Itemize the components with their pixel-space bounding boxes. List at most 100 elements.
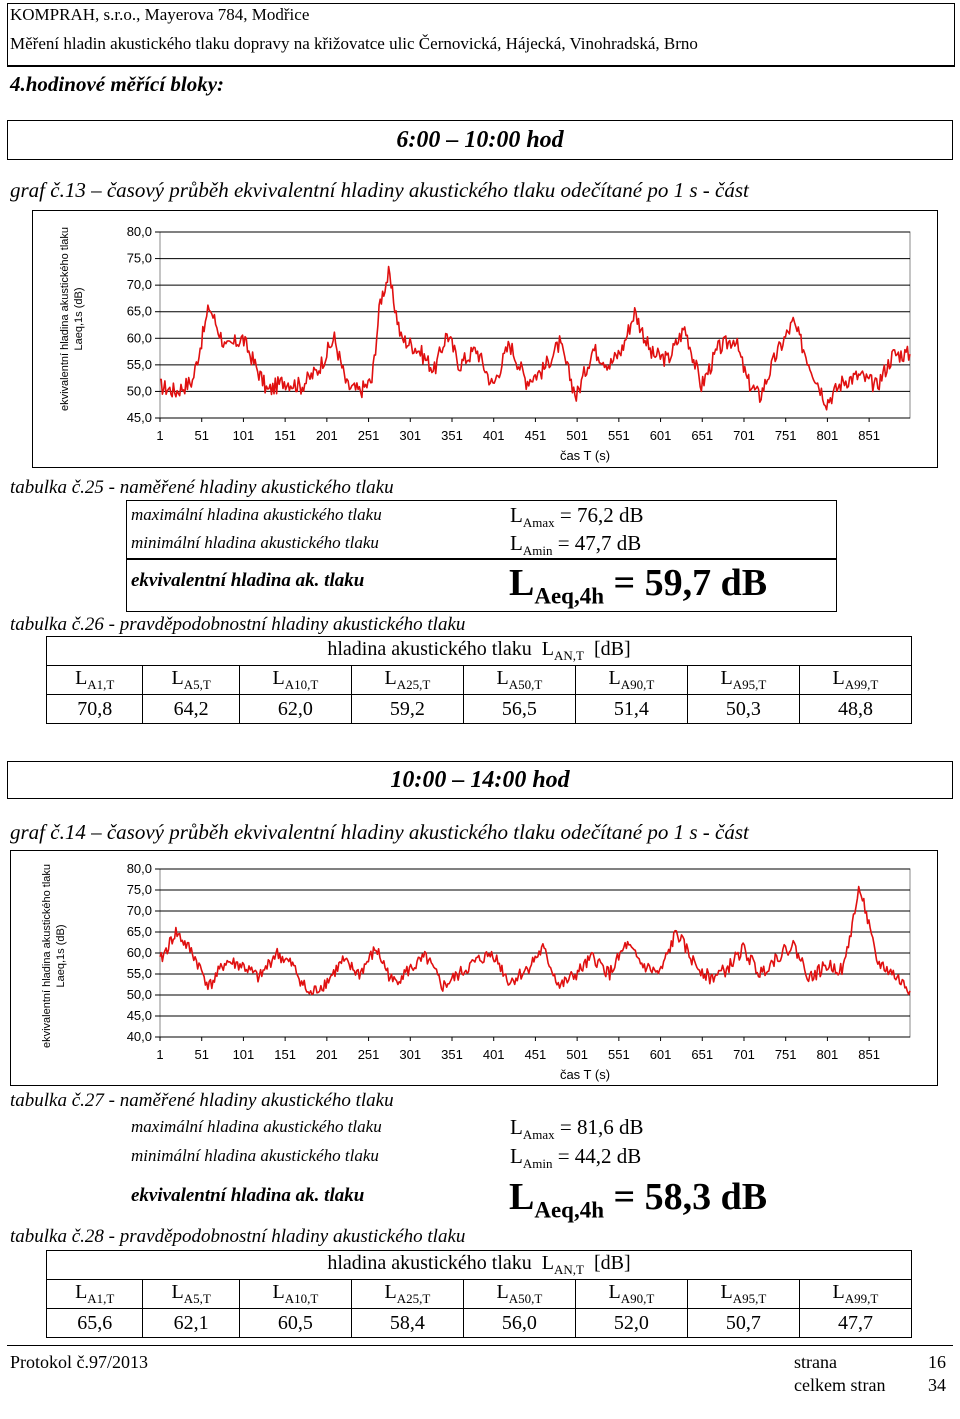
- total-pages-number: 34: [928, 1375, 946, 1395]
- prob-col-sub: A5,T: [183, 1291, 211, 1306]
- max-sub-1: Amax: [522, 515, 555, 531]
- prob-col-sub: A25,T: [396, 677, 431, 692]
- period-heading-2: 10:00 – 14:00 hod: [7, 761, 953, 799]
- prob-col-sub: A10,T: [284, 1291, 319, 1306]
- max-value-2: LAmax = 81,6 dB: [510, 1115, 643, 1143]
- x-tick-label: 701: [733, 1047, 755, 1062]
- prob-col-sub: A90,T: [620, 677, 655, 692]
- x-tick-label: 801: [817, 428, 839, 443]
- prob-header-unit-2: [dB]: [583, 1252, 631, 1274]
- y-tick-label: 55,0: [127, 357, 152, 372]
- prob-col-header: LA25,T: [350, 665, 464, 695]
- prob-header-text-1: hladina akustického tlaku L: [327, 638, 554, 660]
- prob-col-sub: A95,T: [732, 677, 767, 692]
- eq-number-2: = 58,3 dB: [604, 1176, 768, 1218]
- y-tick-label: 65,0: [127, 304, 152, 319]
- prob-col-sub: A10,T: [284, 677, 319, 692]
- prob-col-header: LA1,T: [45, 1279, 144, 1309]
- prob-col-header: LA99,T: [798, 1279, 913, 1309]
- prob-value: 52,0: [574, 1308, 688, 1338]
- x-tick-label: 201: [316, 428, 338, 443]
- chart-frame-2: [10, 850, 938, 1086]
- page-number: 16: [928, 1352, 946, 1372]
- min-sub-2: Amin: [522, 1156, 553, 1172]
- max-prefix-2: L: [510, 1115, 523, 1139]
- prob-col-header: LA10,T: [238, 1279, 352, 1309]
- x-tick-label: 101: [233, 1047, 255, 1062]
- x-tick-label: 1: [156, 428, 163, 443]
- x-tick-label: 251: [358, 428, 380, 443]
- prob-col-header: LA5,T: [142, 665, 240, 695]
- prob-value: 51,4: [574, 694, 688, 724]
- prob-col-prefix: L: [496, 1281, 509, 1303]
- prob-cols-row-2: LA1,T LA5,T LA10,T LA25,T LA50,T LA90,T LA95,T…: [45, 1279, 913, 1309]
- x-tick-label: 751: [775, 428, 797, 443]
- max-number-2: = 81,6 dB: [554, 1115, 644, 1139]
- eq-label-2: ekvivalentní hladina ak. tlaku: [131, 1185, 365, 1206]
- eq-sub-2: Aeq,4h: [534, 1197, 605, 1223]
- x-tick-label: 401: [483, 428, 505, 443]
- x-tick-label: 351: [441, 428, 463, 443]
- chart-2: 80,075,070,065,060,055,050,045,040,01 51 1…: [127, 861, 911, 1082]
- prob-col-prefix: L: [272, 1281, 285, 1303]
- eq-prefix-2: L: [509, 1176, 535, 1218]
- eq-number-1: = 59,7 dB: [604, 562, 768, 604]
- min-sub-1: Amin: [522, 543, 553, 559]
- x-tick-label: 351: [441, 1047, 463, 1062]
- prob-value: 47,7: [798, 1308, 913, 1338]
- prob-col-prefix: L: [75, 1281, 88, 1303]
- prob-value: 62,0: [238, 694, 352, 724]
- y-tick-label: 80,0: [127, 224, 152, 239]
- x-tick-label: 301: [399, 1047, 421, 1062]
- max-number-1: = 76,2 dB: [554, 503, 644, 527]
- footer-rule: [7, 1345, 953, 1346]
- x-tick-label: 1: [156, 1047, 163, 1062]
- min-number-2: = 44,2 dB: [552, 1144, 642, 1168]
- y-tick-label: 75,0: [127, 882, 152, 897]
- x-axis-title: čas T (s): [560, 1067, 610, 1082]
- prob-col-sub: A50,T: [508, 1291, 543, 1306]
- series-line: [159, 265, 911, 411]
- prob-caption-2: tabulka č.28 - pravděpodobnostní hladiny…: [10, 1226, 466, 1247]
- prob-values-row-2: 65,6 62,1 60,5 58,4 56,0 52,0 50,7 47,7: [45, 1308, 913, 1338]
- prob-col-sub: A1,T: [87, 1291, 115, 1306]
- y-tick-label: 65,0: [127, 924, 152, 939]
- prob-value: 48,8: [798, 694, 913, 724]
- prob-value: 56,0: [462, 1308, 576, 1338]
- prob-col-prefix: L: [608, 667, 621, 689]
- prob-col-header: LA10,T: [238, 665, 352, 695]
- y-tick-label: 75,0: [127, 251, 152, 266]
- y-tick-label: 45,0: [127, 1008, 152, 1023]
- prob-col-prefix: L: [171, 1281, 184, 1303]
- chart-1: 80,075,070,065,060,055,050,045,01 51 101 15…: [127, 224, 911, 463]
- prob-value: 65,6: [45, 1308, 144, 1338]
- y-tick-label: 60,0: [127, 945, 152, 960]
- x-tick-label: 151: [274, 1047, 296, 1062]
- document-header: KOMPRAH, s.r.o., Mayerova 784, Modřice M…: [7, 3, 955, 67]
- prob-value: 64,2: [142, 694, 240, 724]
- prob-col-sub: A90,T: [620, 1291, 655, 1306]
- period-heading-1: 6:00 – 10:00 hod: [7, 120, 953, 160]
- prob-col-prefix: L: [384, 667, 397, 689]
- x-tick-label: 651: [691, 428, 713, 443]
- x-tick-label: 301: [399, 428, 421, 443]
- levels-caption-2: tabulka č.27 - naměřené hladiny akustick…: [10, 1090, 394, 1111]
- x-tick-label: 501: [566, 1047, 588, 1062]
- page-label: strana: [794, 1352, 837, 1372]
- x-tick-label: 751: [775, 1047, 797, 1062]
- y-tick-label: 60,0: [127, 330, 152, 345]
- prob-value: 56,5: [462, 694, 576, 724]
- prob-col-header: LA50,T: [462, 1279, 576, 1309]
- company-line: KOMPRAH, s.r.o., Mayerova 784, Modřice: [10, 5, 310, 24]
- min-value-1: LAmin = 47,7 dB: [510, 531, 641, 559]
- x-tick-label: 51: [194, 1047, 208, 1062]
- x-tick-label: 451: [525, 428, 547, 443]
- prob-col-sub: A25,T: [396, 1291, 431, 1306]
- x-tick-label: 551: [608, 1047, 630, 1062]
- x-tick-label: 801: [817, 1047, 839, 1062]
- x-tick-label: 451: [525, 1047, 547, 1062]
- prob-header-text-2: hladina akustického tlaku L: [327, 1252, 554, 1274]
- prob-col-prefix: L: [496, 667, 509, 689]
- prob-col-prefix: L: [75, 667, 88, 689]
- eq-value-2: LAeq,4h = 58,3 dB: [509, 1175, 767, 1224]
